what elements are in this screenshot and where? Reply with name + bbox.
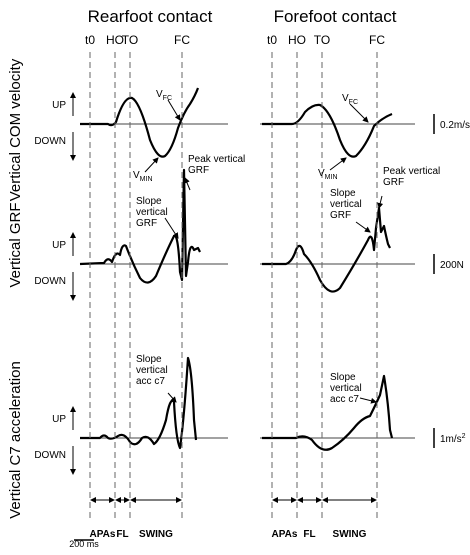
row-label: Vertical COM velocity	[7, 58, 24, 201]
annotation: acc c7	[330, 394, 359, 405]
annotation-main: V	[342, 93, 349, 104]
annotation-main: V	[318, 168, 325, 179]
up-label: UP	[52, 414, 66, 425]
event-label: t0	[85, 33, 95, 47]
event-label: HO	[106, 33, 124, 47]
phase-label: FL	[303, 529, 315, 540]
phase-label: APAs	[90, 529, 116, 540]
annotation: Slope	[330, 188, 356, 199]
annotation-main: V	[133, 170, 140, 181]
event-label: TO	[122, 33, 138, 47]
annotation-sub: FC	[163, 95, 172, 102]
scale-sup: 2	[462, 433, 466, 440]
annotation: vertical	[136, 365, 168, 376]
scale-text: 200N	[440, 260, 464, 271]
annotation: GRF	[383, 177, 404, 188]
annotation-sub: MIN	[140, 176, 153, 183]
event-label: FC	[369, 33, 385, 47]
scale-label: 0.2m/s	[440, 120, 470, 131]
scale-bars	[74, 114, 435, 541]
phase-label: SWING	[139, 529, 173, 540]
down-label: DOWN	[34, 276, 66, 287]
annotation: GRF	[330, 210, 351, 221]
annotation: vertical	[330, 199, 362, 210]
down-label: DOWN	[34, 450, 66, 461]
event-label: TO	[314, 33, 330, 47]
annotation-sub: MIN	[325, 174, 338, 181]
traces	[79, 87, 394, 451]
annotation-main: V	[156, 89, 163, 100]
annotation: Peak vertical	[188, 154, 245, 165]
annotation: vertical	[136, 207, 168, 218]
column-title: Forefoot contact	[274, 7, 397, 26]
scale-text: 1m/s	[440, 434, 462, 445]
scale-label: 200N	[440, 260, 464, 271]
annotation: GRF	[136, 218, 157, 229]
phase-label: FL	[116, 529, 128, 540]
phase-label: APAs	[272, 529, 298, 540]
annotation-arrows	[144, 99, 384, 404]
annotation: VFC	[156, 89, 172, 102]
annotation-sub: FC	[349, 99, 358, 106]
up-label: UP	[52, 100, 66, 111]
column-title: Rearfoot contact	[88, 7, 213, 26]
annotation: Slope	[330, 372, 356, 383]
annotation: acc c7	[136, 376, 165, 387]
scale-label: 1m/s2	[440, 433, 466, 445]
annotation: Slope	[136, 196, 162, 207]
annotation: GRF	[188, 165, 209, 176]
annotation: VFC	[342, 93, 358, 106]
annotation: Slope	[136, 354, 162, 365]
time-scale-label: 200 ms	[69, 539, 99, 549]
annotation: vertical	[330, 383, 362, 394]
phase-label: SWING	[333, 529, 367, 540]
annotation: VMIN	[318, 168, 338, 181]
event-label: HO	[288, 33, 306, 47]
event-label: FC	[174, 33, 190, 47]
annotation: VMIN	[133, 170, 153, 183]
down-label: DOWN	[34, 136, 66, 147]
event-label: t0	[267, 33, 277, 47]
row-label: Vertical GRF	[7, 202, 24, 287]
annotation: Peak vertical	[383, 166, 440, 177]
row-label: Vertical C7 acceleration	[7, 361, 24, 519]
baselines	[80, 123, 415, 439]
scale-text: 0.2m/s	[440, 120, 470, 131]
up-label: UP	[52, 240, 66, 251]
